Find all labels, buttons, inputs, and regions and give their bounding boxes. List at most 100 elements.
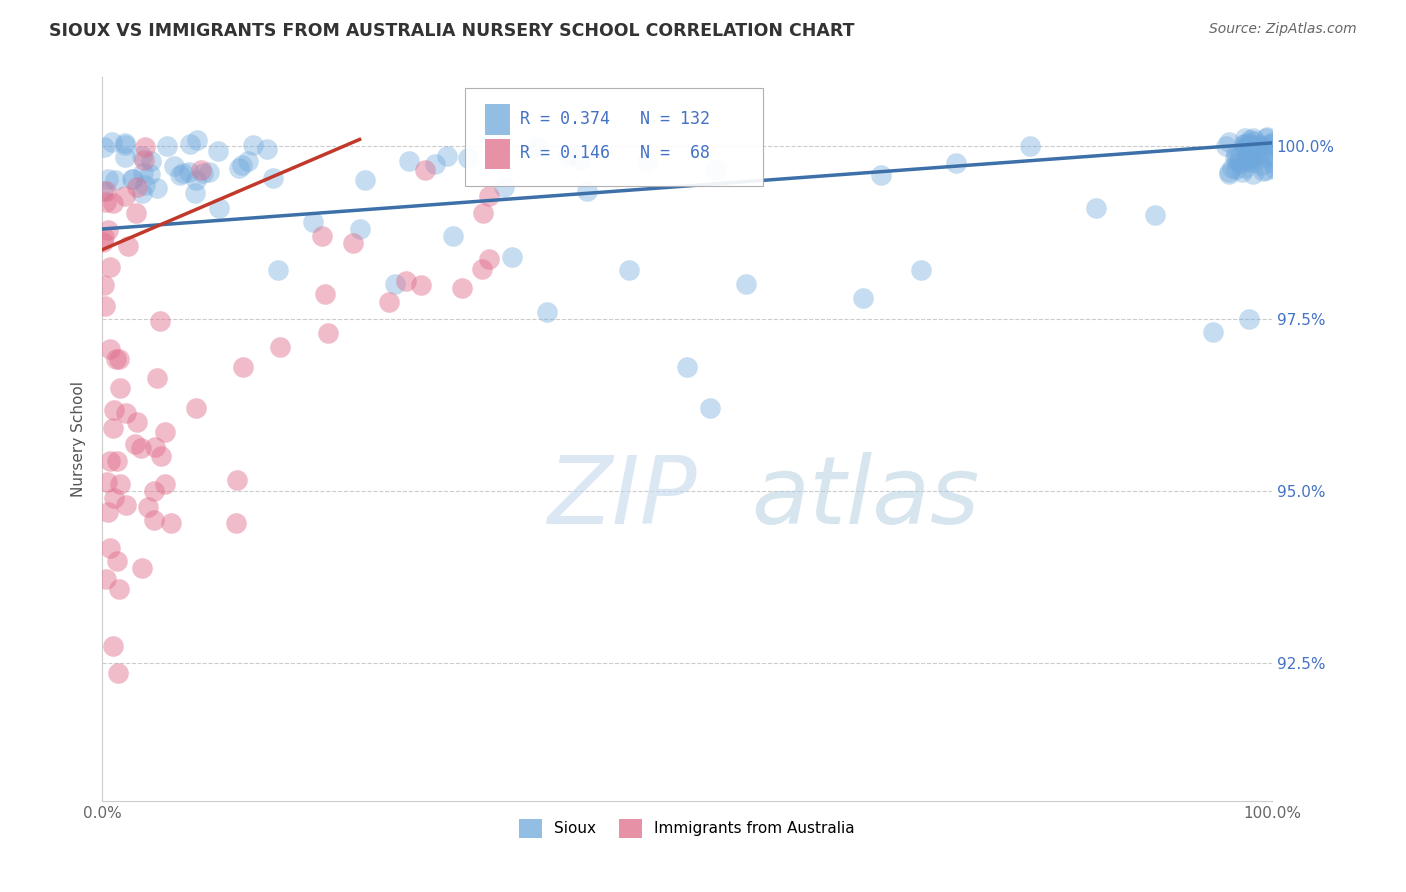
Point [97, 223, 120, 237]
Text: atlas: atlas [751, 451, 980, 542]
Y-axis label: Nursery School: Nursery School [72, 381, 86, 497]
Point [1243, 154, 1265, 169]
Point [910, 263, 932, 277]
Point [148, 314, 170, 328]
Text: ZIP: ZIP [547, 451, 696, 542]
Point [117, 239, 139, 253]
Point [501, 250, 523, 264]
Point [191, 166, 214, 180]
Point [105, 553, 128, 567]
Point [231, 158, 253, 172]
Point [1085, 202, 1108, 216]
Point [177, 164, 200, 178]
Point [94, 572, 117, 586]
Point [354, 172, 377, 186]
Point [1239, 133, 1261, 147]
Point [114, 189, 136, 203]
Point [1237, 155, 1260, 169]
Point [91, 184, 114, 198]
Point [142, 513, 165, 527]
Point [108, 381, 131, 395]
Point [1254, 131, 1277, 145]
Point [1237, 140, 1260, 154]
Point [1250, 158, 1272, 172]
Bar [485, 104, 510, 135]
Point [1229, 156, 1251, 170]
Point [1236, 136, 1258, 150]
Point [184, 186, 207, 200]
Point [1241, 151, 1264, 165]
Point [471, 261, 494, 276]
Point [1233, 136, 1256, 151]
Point [103, 403, 125, 417]
Point [115, 406, 138, 420]
Point [1230, 165, 1253, 179]
Point [1218, 167, 1240, 181]
Point [734, 277, 756, 292]
Point [1261, 155, 1284, 169]
Point [349, 222, 371, 236]
Point [226, 473, 249, 487]
Point [101, 639, 124, 653]
Point [478, 188, 501, 202]
Point [207, 144, 229, 158]
Point [1226, 153, 1249, 168]
Point [93, 230, 115, 244]
Point [1223, 151, 1246, 165]
Point [121, 172, 143, 186]
Point [131, 186, 153, 201]
Point [699, 401, 721, 416]
Point [1243, 130, 1265, 145]
Point [262, 170, 284, 185]
Point [141, 153, 163, 168]
Point [184, 401, 207, 416]
Point [471, 206, 494, 220]
Point [536, 304, 558, 318]
Point [1225, 161, 1247, 176]
Point [1261, 135, 1284, 149]
Point [93, 299, 115, 313]
Point [1218, 135, 1240, 149]
Point [395, 274, 418, 288]
Point [617, 263, 640, 277]
Point [377, 295, 399, 310]
Point [146, 181, 169, 195]
Point [93, 140, 115, 154]
Point [1251, 164, 1274, 178]
Point [1143, 208, 1166, 222]
Point [384, 277, 406, 292]
Point [98, 541, 121, 555]
Point [1229, 149, 1251, 163]
Point [163, 159, 186, 173]
Point [1233, 161, 1256, 176]
Point [478, 252, 501, 267]
Point [108, 477, 131, 491]
Point [1244, 134, 1267, 148]
Point [398, 153, 420, 168]
Point [93, 278, 115, 293]
Point [131, 166, 153, 180]
Point [1251, 147, 1274, 161]
Point [143, 440, 166, 454]
Point [127, 415, 149, 429]
Point [98, 342, 121, 356]
Point [146, 370, 169, 384]
Point [1234, 131, 1257, 145]
Point [156, 139, 179, 153]
Point [184, 173, 207, 187]
Point [1241, 167, 1264, 181]
Point [153, 425, 176, 440]
Point [1264, 161, 1286, 176]
Point [1239, 136, 1261, 151]
Point [311, 229, 333, 244]
Point [143, 483, 166, 498]
Point [457, 151, 479, 165]
Point [425, 157, 447, 171]
Bar [485, 139, 510, 169]
Point [1236, 139, 1258, 153]
Point [190, 162, 212, 177]
Point [1247, 138, 1270, 153]
Point [316, 326, 339, 340]
Point [108, 582, 131, 596]
Point [104, 172, 127, 186]
